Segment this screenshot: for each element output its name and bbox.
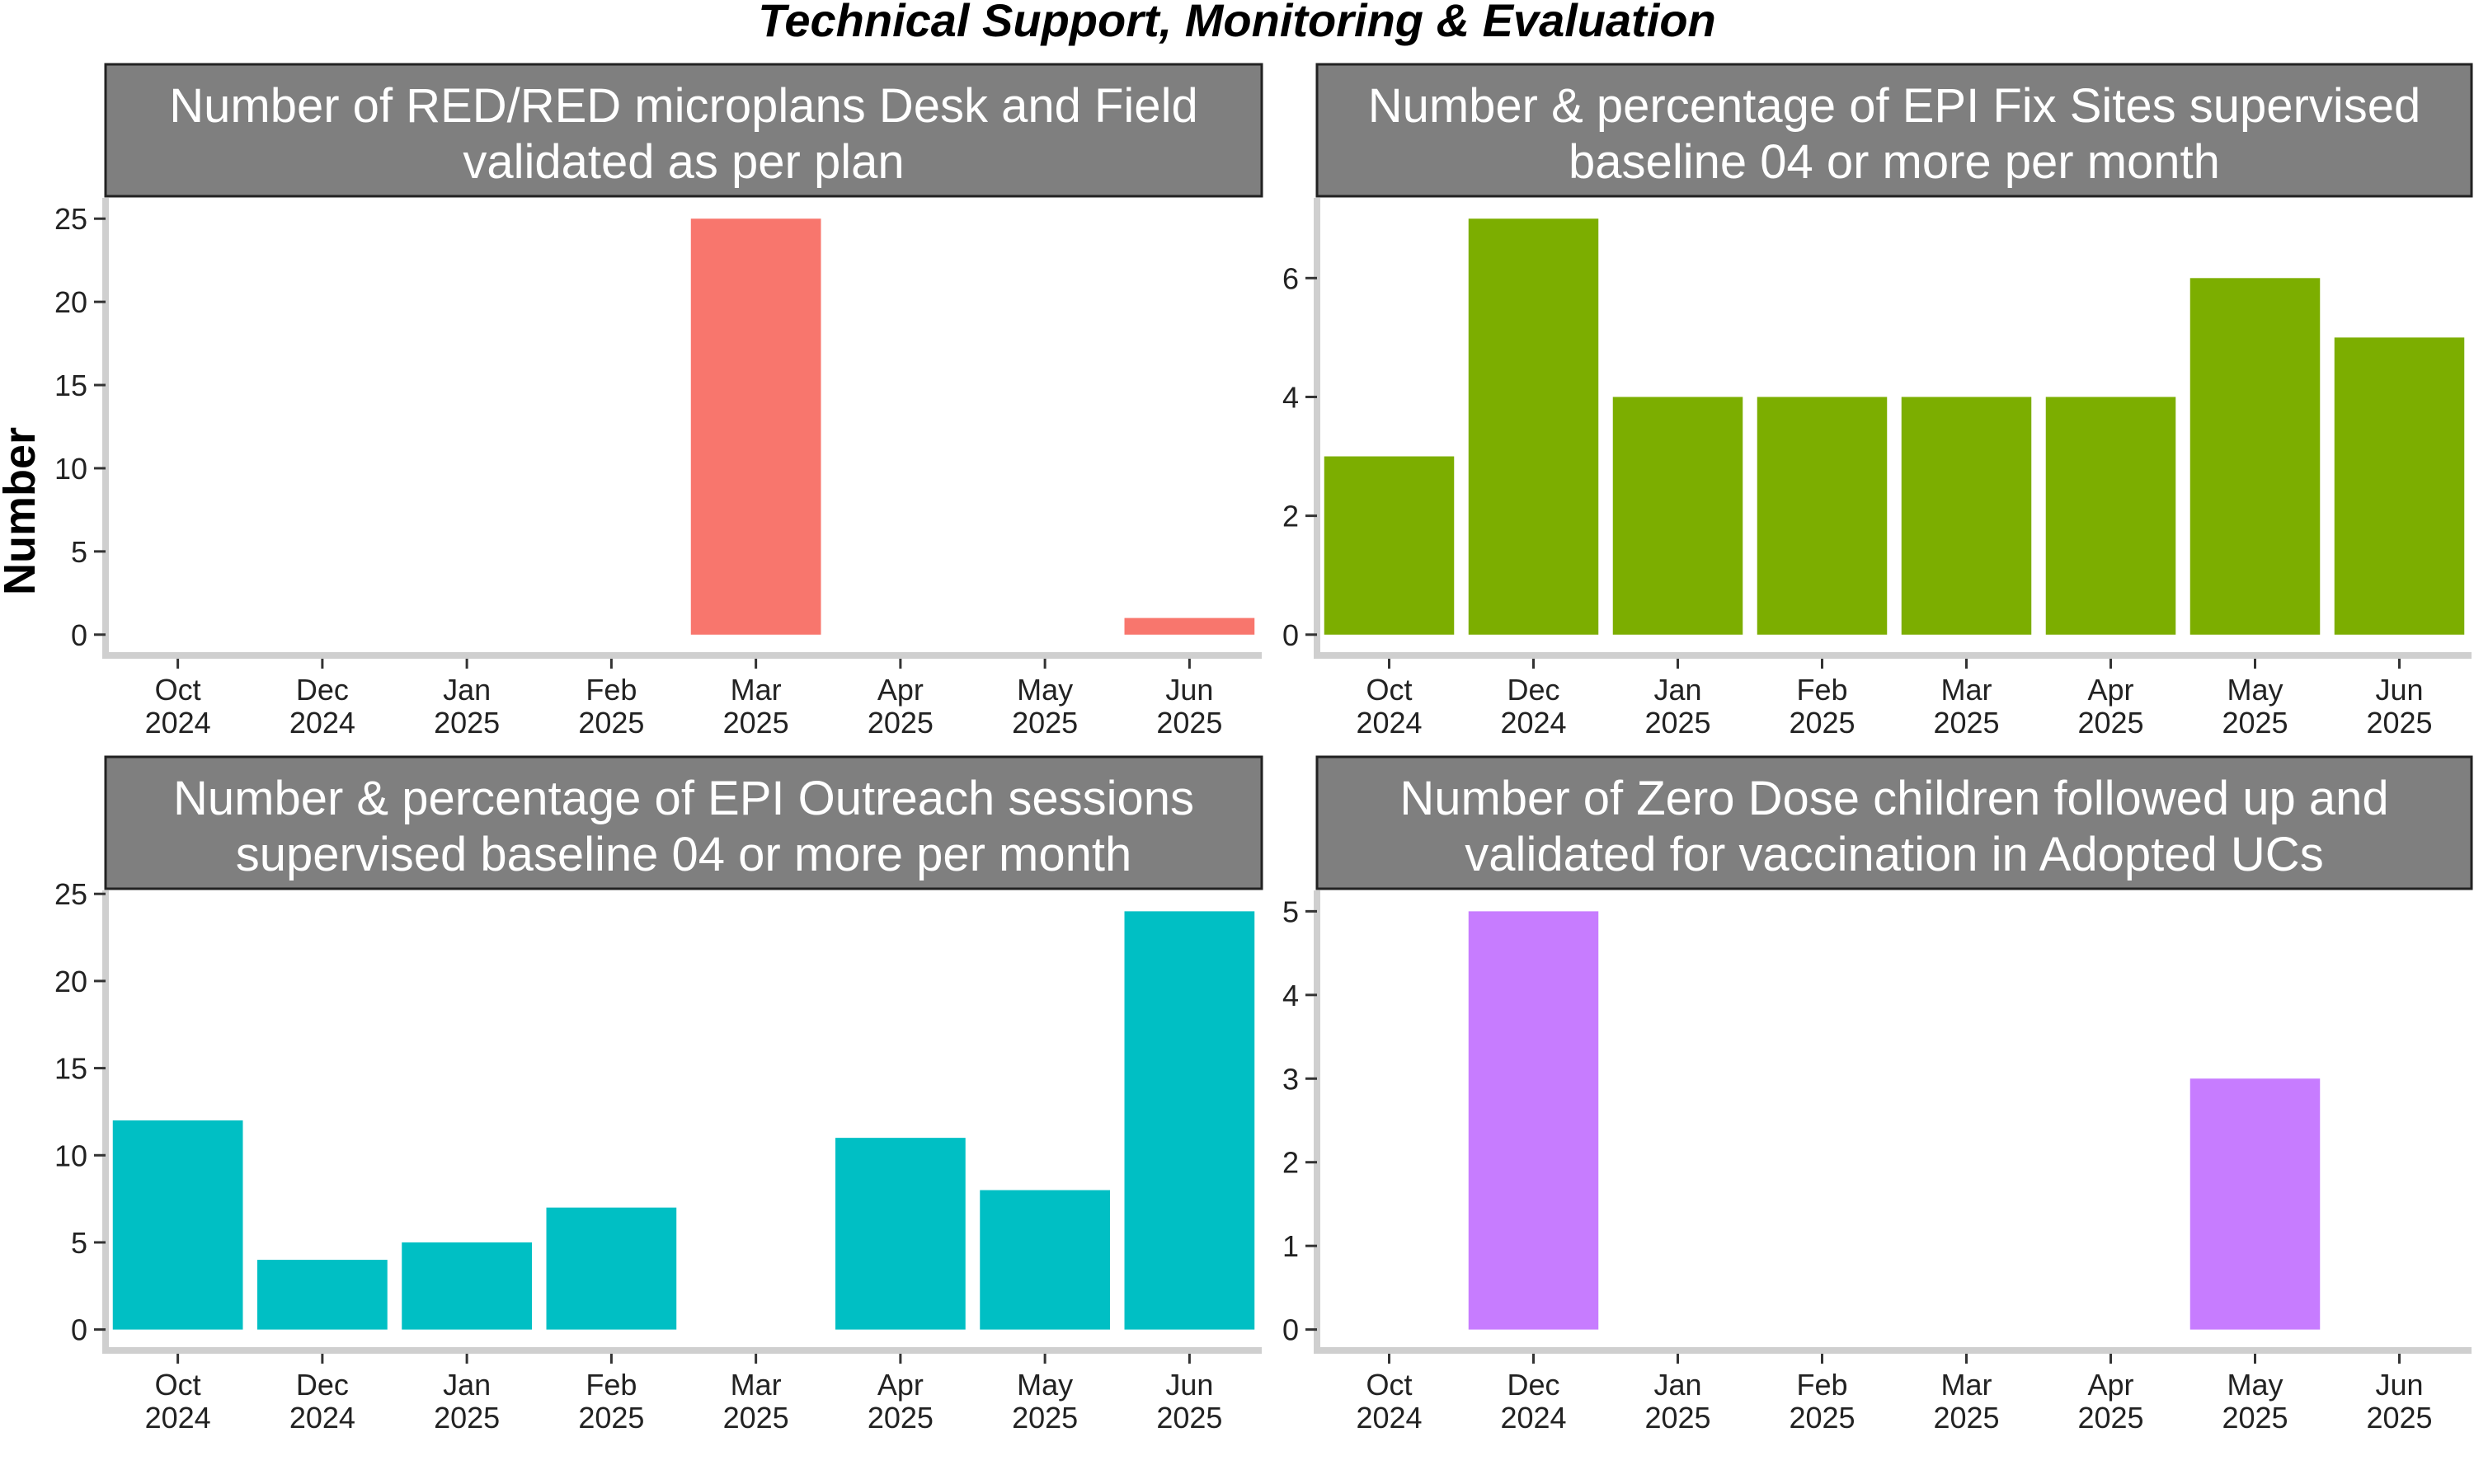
panel-title-line: validated for vaccination in Adopted UCs [1465,828,2323,881]
y-tick-label: 5 [71,535,87,569]
panel-header-box [1315,63,2473,198]
y-tick-label: 5 [1282,895,1299,928]
panel-3: Number & percentage of EPI Outreach sess… [54,755,1263,1435]
x-tick-label: Oct 2024 [1356,1368,1422,1435]
y-tick-label: 4 [1282,979,1299,1012]
y-tick-label: 25 [54,877,87,911]
panel-header-box [1315,755,2473,890]
y-tick-label: 20 [54,285,87,319]
bar-may-2025 [2189,278,2321,635]
bar-jun-2025 [1124,911,1255,1330]
x-tick-label: Apr 2025 [2077,673,2143,740]
y-tick-label: 2 [1282,500,1299,533]
y-tick-label: 15 [54,369,87,402]
x-tick-label: Dec 2024 [1500,673,1566,740]
x-tick-label: May 2025 [1012,673,1078,740]
y-tick-label: 2 [1282,1146,1299,1180]
panel-2: Number & percentage of EPI Fix Sites sup… [1282,63,2473,740]
x-tick-label: Apr 2025 [868,673,934,740]
y-tick-label: 15 [54,1052,87,1086]
bar-feb-2025 [546,1207,677,1330]
panel-title-line: supervised baseline 04 or more per month [236,828,1131,881]
x-tick-label: May 2025 [1012,1368,1078,1435]
bar-jan-2025 [402,1242,532,1330]
y-tick-label: 20 [54,965,87,998]
x-tick-label: Jun 2025 [1156,673,1222,740]
panel-title-line: Number of Zero Dose children followed up… [1399,772,2388,825]
y-tick-label: 6 [1282,261,1299,295]
bar-feb-2025 [1757,397,1888,635]
y-tick-label: 0 [71,1313,87,1347]
panel-title-line: validated as per plan [463,135,904,189]
x-tick-label: Oct 2024 [145,673,211,740]
panel-title-line: Number of RED/RED microplans Desk and Fi… [169,79,1197,133]
x-tick-label: May 2025 [2222,1368,2288,1435]
bar-may-2025 [2189,1078,2321,1330]
bar-jun-2025 [1124,618,1255,635]
x-tick-label: Jan 2025 [434,1368,500,1435]
x-tick-label: Dec 2024 [289,673,355,740]
x-tick-label: Oct 2024 [145,1368,211,1435]
y-tick-label: 1 [1282,1229,1299,1263]
y-tick-label: 25 [54,202,87,236]
x-tick-label: Apr 2025 [868,1368,934,1435]
x-tick-label: Mar 2025 [1933,1368,1999,1435]
y-tick-label: 10 [54,1139,87,1172]
y-tick-label: 0 [1282,1313,1299,1347]
bar-dec-2024 [257,1260,388,1330]
bar-mar-2025 [1901,397,2032,635]
panel-4: Number of Zero Dose children followed up… [1282,755,2473,1435]
bar-oct-2024 [1324,456,1455,635]
x-tick-label: Oct 2024 [1356,673,1422,740]
bar-apr-2025 [835,1138,966,1330]
x-tick-label: Feb 2025 [578,1368,644,1435]
x-tick-label: Apr 2025 [2077,1368,2143,1435]
panel-header-box [104,755,1263,890]
x-tick-label: Jan 2025 [1644,1368,1710,1435]
bar-dec-2024 [1468,218,1599,635]
panel-header-box [104,63,1263,198]
x-tick-label: Jun 2025 [2366,1368,2432,1435]
panel-title-line: Number & percentage of EPI Fix Sites sup… [1368,79,2421,133]
x-tick-label: Jan 2025 [434,673,500,740]
y-tick-label: 3 [1282,1062,1299,1096]
x-tick-label: Jun 2025 [1156,1368,1222,1435]
figure-title: Technical Support, Monitoring & Evaluati… [758,0,1716,46]
x-tick-label: Jan 2025 [1644,673,1710,740]
x-tick-label: Mar 2025 [1933,673,1999,740]
x-tick-label: Dec 2024 [289,1368,355,1435]
bar-oct-2024 [112,1120,243,1330]
bar-mar-2025 [690,218,821,635]
x-tick-label: May 2025 [2222,673,2288,740]
bar-dec-2024 [1468,911,1599,1330]
x-tick-label: Feb 2025 [578,673,644,740]
panel-1: Number of RED/RED microplans Desk and Fi… [54,63,1263,740]
panel-title-line: baseline 04 or more per month [1569,135,2220,189]
bar-apr-2025 [2045,397,2176,635]
x-tick-label: Feb 2025 [1789,1368,1855,1435]
y-tick-label: 4 [1282,380,1299,414]
bar-jun-2025 [2334,337,2465,635]
x-tick-label: Dec 2024 [1500,1368,1566,1435]
y-tick-label: 0 [1282,618,1299,652]
x-tick-label: Feb 2025 [1789,673,1855,740]
panel-title-line: Number & percentage of EPI Outreach sess… [173,772,1194,825]
y-tick-label: 10 [54,452,87,486]
x-tick-label: Jun 2025 [2366,673,2432,740]
x-tick-label: Mar 2025 [723,1368,789,1435]
bar-may-2025 [980,1190,1110,1330]
bar-jan-2025 [1612,397,1743,635]
y-tick-label: 0 [71,618,87,652]
y-tick-label: 5 [71,1226,87,1260]
x-tick-label: Mar 2025 [723,673,789,740]
